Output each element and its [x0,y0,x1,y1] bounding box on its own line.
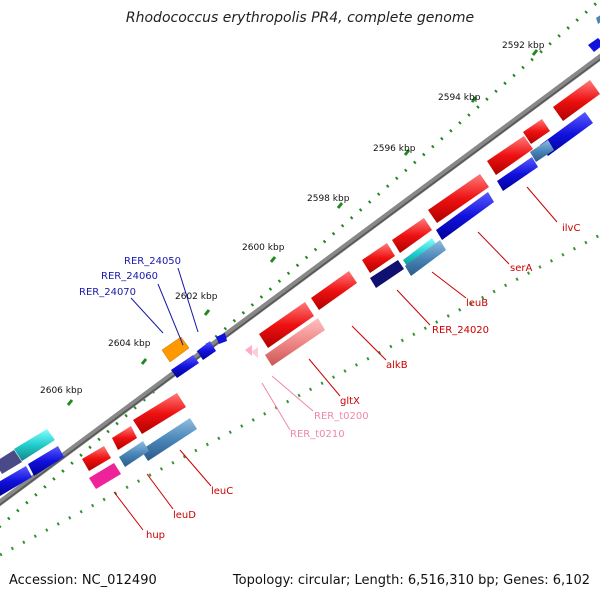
gene-arrow [0,450,22,474]
gene-arrow [392,218,432,253]
gene-arrow [436,192,494,240]
tick-labels: 2592 kbp 2594 kbp 2596 kbp 2598 kbp 2600… [40,41,545,396]
gene-label-alkb: alkB [386,360,408,371]
genome-summary-text: Topology: circular; Length: 6,516,310 bp… [232,573,590,588]
accession-text: Accession: NC_012490 [9,573,157,588]
tick-label: 2598 kbp [307,194,350,204]
gene-labels: ilvC serA leuB RER_24020 alkB gltX RER_t… [79,223,580,541]
gene-arrow [362,243,395,273]
tick-label: 2604 kbp [108,339,151,349]
outer-strand-features [0,15,600,496]
gene-label-rer24050: RER_24050 [124,256,181,267]
gene-arrow [265,318,325,366]
genome-backbone [0,53,600,507]
trna-arrow [245,345,252,356]
gene-arrow [119,441,149,467]
gene-label-leub: leuB [466,298,488,309]
gene-arrow [487,136,533,175]
gene-label-rer24070: RER_24070 [79,287,136,298]
tick-label: 2606 kbp [40,386,83,396]
gene-label-rer-t0210: RER_t0210 [290,429,345,440]
gene-arrow [28,446,64,476]
inner-tick-ring [0,233,600,557]
gene-label-gltx: gltX [340,396,360,407]
gene-arrow [523,119,550,144]
gene-arrow [82,446,111,471]
tick-marks [66,49,539,406]
gene-label-leuc: leuC [211,486,233,497]
gene-arrow [141,418,197,461]
trna-arrow [251,347,258,358]
gene-arrow [530,140,554,162]
gene-label-hup: hup [146,530,165,541]
tick-label: 2594 kbp [438,93,481,103]
gene-arrow [596,15,600,24]
gene-arrow [311,271,357,310]
gene-label-sera: serA [510,263,532,274]
gene-label-leud: leuD [173,510,196,521]
gene-arrow [588,38,600,52]
tick-label: 2602 kbp [175,292,218,302]
gene-label-rer24060: RER_24060 [101,271,158,282]
gene-arrow [161,336,190,363]
gene-arrow [553,80,600,121]
gene-label-rer-t0200: RER_t0200 [314,411,369,422]
gene-arrow [497,157,538,191]
tick-label: 2596 kbp [373,144,416,154]
gene-label-rer24020: RER_24020 [432,325,489,336]
leader-lines [113,186,558,531]
gene-arrow [171,355,199,378]
map-title: Rhodococcus erythropolis PR4, complete g… [125,10,475,26]
gene-arrow [405,240,446,276]
gene-label-ilvc: ilvC [562,223,580,234]
genome-backbone-shadow [0,58,600,506]
tick-label: 2600 kbp [242,243,285,253]
gene-arrow [428,174,489,223]
inner-strand-features [82,80,600,489]
gene-arrow [0,466,32,496]
gene-arrow [259,302,314,348]
gene-arrow [89,463,121,489]
gene-arrow [197,341,216,360]
gene-arrow [540,112,593,156]
gene-arrow [216,333,227,344]
gene-arrow [14,429,55,461]
gene-arrow [133,393,186,434]
tick-label: 2592 kbp [502,41,545,51]
gene-arrow [370,260,404,288]
gene-arrow [112,426,137,450]
